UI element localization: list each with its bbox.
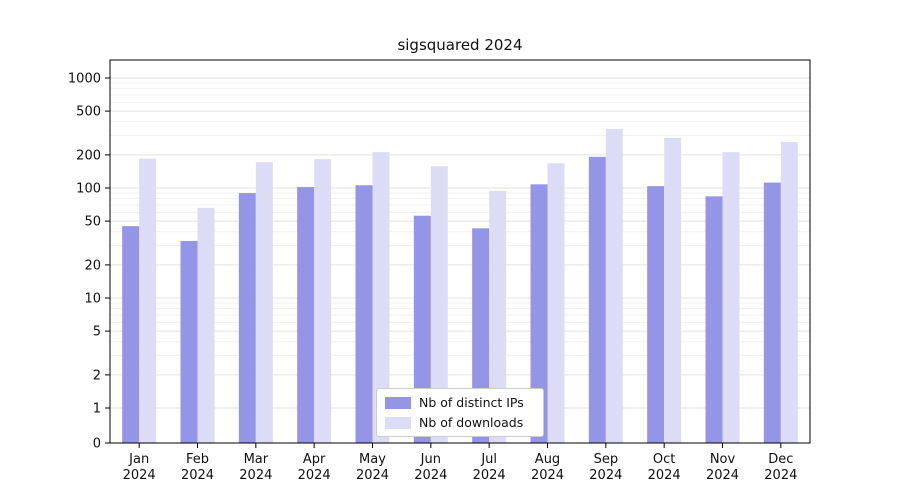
bar-distinct-ips bbox=[763, 182, 781, 444]
y-tick-label: 10 bbox=[84, 292, 101, 307]
y-tick-label: 50 bbox=[84, 215, 101, 230]
legend-label-distinct-ips: Nb of distinct IPs bbox=[419, 395, 524, 410]
x-tick-label-year: 2024 bbox=[123, 468, 156, 483]
x-tick-label-year: 2024 bbox=[764, 468, 797, 483]
bar-distinct-ips bbox=[647, 186, 665, 443]
bar-downloads bbox=[372, 152, 390, 443]
x-tick-label-year: 2024 bbox=[473, 468, 506, 483]
x-tick-label-month: Feb bbox=[186, 452, 209, 467]
x-tick-label-month: Jul bbox=[480, 452, 497, 467]
bar-downloads bbox=[489, 190, 507, 443]
legend-item-distinct-ips: Nb of distinct IPs bbox=[385, 395, 533, 410]
legend-swatch-distinct-ips bbox=[385, 396, 411, 409]
bar-downloads bbox=[780, 141, 798, 443]
y-tick-label: 2 bbox=[93, 368, 101, 383]
bar-distinct-ips bbox=[705, 196, 723, 443]
bar-distinct-ips bbox=[180, 240, 198, 443]
bar-distinct-ips bbox=[413, 215, 431, 443]
x-tick-label-month: Jan bbox=[128, 452, 149, 467]
bar-distinct-ips bbox=[122, 226, 140, 443]
bar-downloads bbox=[664, 137, 682, 443]
x-tick-label-month: Dec bbox=[768, 452, 793, 467]
x-tick-label-year: 2024 bbox=[706, 468, 739, 483]
bar-downloads bbox=[139, 158, 157, 443]
x-tick-label-year: 2024 bbox=[414, 468, 447, 483]
y-tick-label: 0 bbox=[93, 437, 101, 452]
bar-distinct-ips bbox=[355, 185, 373, 443]
x-tick-label-month: Sep bbox=[594, 452, 619, 467]
bar-distinct-ips bbox=[238, 193, 256, 443]
bar-downloads bbox=[430, 166, 448, 444]
bar-downloads bbox=[255, 162, 273, 444]
y-tick-label: 1000 bbox=[68, 72, 101, 87]
x-tick-label-month: Nov bbox=[710, 452, 736, 467]
y-tick-label: 20 bbox=[84, 258, 101, 273]
x-tick-label-year: 2024 bbox=[648, 468, 681, 483]
x-tick-label-month: May bbox=[359, 452, 386, 467]
plot-border bbox=[109, 59, 811, 444]
legend: Nb of distinct IPs Nb of downloads bbox=[376, 388, 544, 437]
y-tick-label: 100 bbox=[76, 182, 101, 197]
x-tick-label-year: 2024 bbox=[531, 468, 564, 483]
bar-downloads bbox=[547, 163, 565, 443]
bar-downloads bbox=[722, 152, 740, 443]
x-tick-label-year: 2024 bbox=[239, 468, 272, 483]
x-tick-label-year: 2024 bbox=[589, 468, 622, 483]
bar-distinct-ips bbox=[530, 184, 548, 444]
x-tick-label-year: 2024 bbox=[356, 468, 389, 483]
bar-downloads bbox=[314, 159, 332, 444]
x-tick-label-year: 2024 bbox=[298, 468, 331, 483]
legend-item-downloads: Nb of downloads bbox=[385, 415, 533, 430]
x-tick-label-month: Aug bbox=[535, 452, 560, 467]
chart-title: sigsquared 2024 bbox=[397, 36, 523, 54]
y-tick-label: 5 bbox=[93, 325, 101, 340]
y-tick-label: 1 bbox=[93, 402, 101, 417]
legend-swatch-downloads bbox=[385, 416, 411, 429]
x-tick-label-year: 2024 bbox=[181, 468, 214, 483]
x-tick-label-month: Jun bbox=[420, 452, 441, 467]
x-tick-label-month: Oct bbox=[653, 452, 675, 467]
legend-label-downloads: Nb of downloads bbox=[419, 415, 524, 430]
y-tick-label: 500 bbox=[76, 105, 101, 120]
x-tick-label-month: Apr bbox=[303, 452, 326, 467]
bar-distinct-ips bbox=[588, 156, 606, 444]
x-tick-label-month: Mar bbox=[244, 452, 269, 467]
bar-downloads bbox=[605, 128, 623, 443]
bar-downloads bbox=[197, 207, 215, 443]
bar-distinct-ips bbox=[297, 187, 315, 443]
y-tick-label: 200 bbox=[76, 148, 101, 163]
